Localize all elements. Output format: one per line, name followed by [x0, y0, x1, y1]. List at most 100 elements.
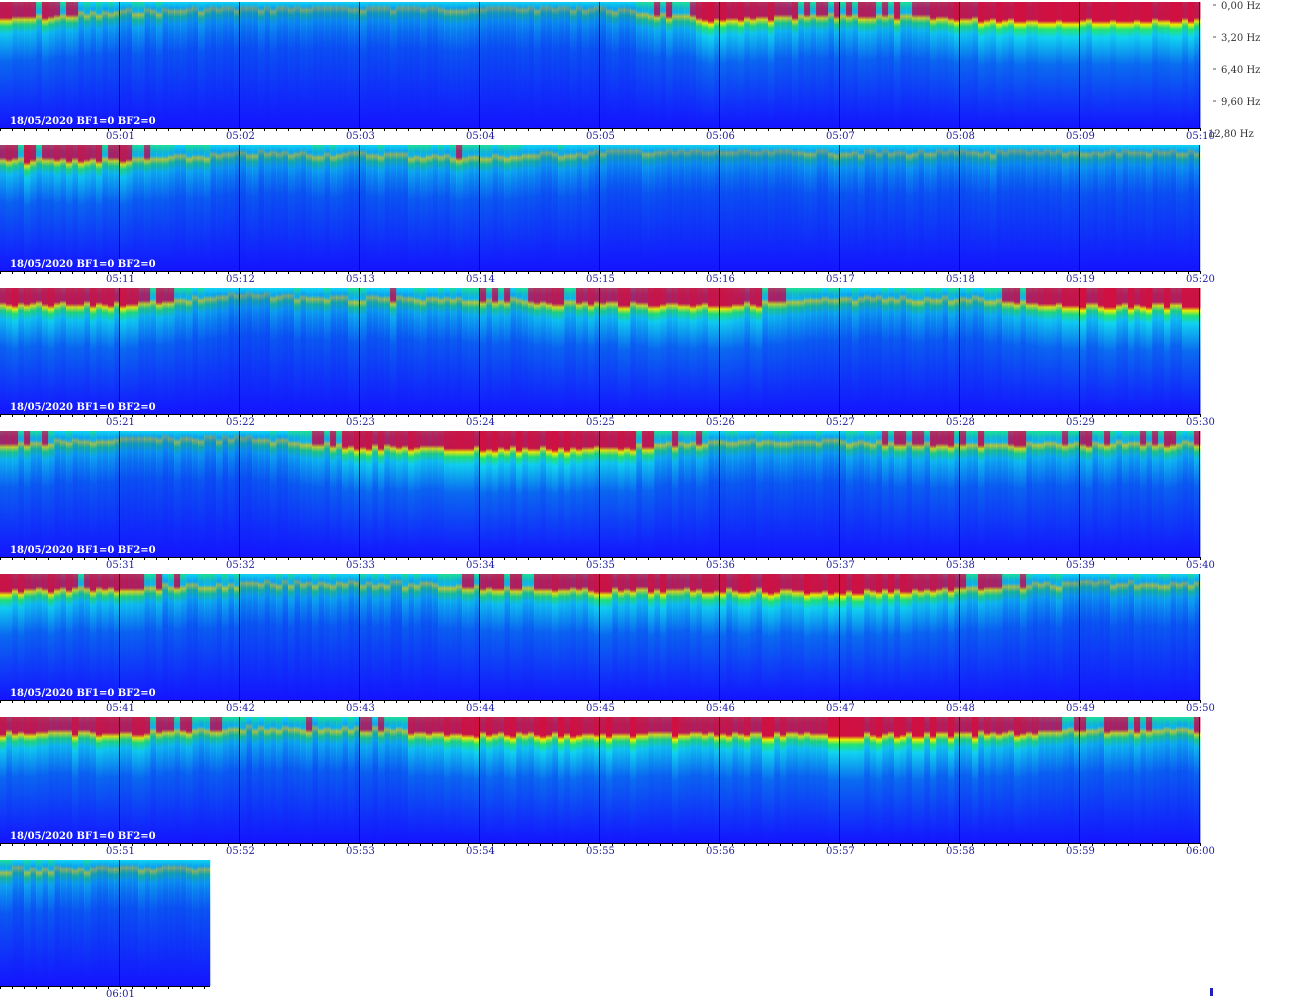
intensity-strip: [984, 288, 991, 414]
intensity-strip: [756, 288, 763, 414]
intensity-strip: [1140, 574, 1147, 700]
intensity-strip: [1116, 431, 1123, 557]
intensity-strip: [1146, 145, 1153, 271]
intensity-strip: [324, 717, 331, 843]
intensity-strip: [1104, 717, 1111, 843]
intensity-strip: [978, 574, 985, 700]
intensity-strip: [306, 145, 313, 271]
intensity-strip: [954, 2, 961, 128]
intensity-strip: [258, 431, 265, 557]
intensity-strip: [690, 574, 697, 700]
intensity-strip: [1188, 431, 1195, 557]
intensity-strip: [60, 574, 67, 700]
intensity-strip: [1092, 574, 1099, 700]
intensity-strip: [1122, 431, 1129, 557]
intensity-strip: [786, 574, 793, 700]
intensity-strip: [570, 574, 577, 700]
intensity-strip: [786, 288, 793, 414]
intensity-strip: [690, 431, 697, 557]
end-marker: [1210, 988, 1213, 996]
intensity-strip: [732, 145, 739, 271]
time-label: 05:34: [466, 560, 495, 571]
intensity-strip: [678, 2, 685, 128]
intensity-strip: [138, 145, 145, 271]
intensity-strip: [474, 431, 481, 557]
intensity-strip: [1056, 574, 1063, 700]
intensity-strip: [594, 2, 601, 128]
intensity-strip: [72, 717, 79, 843]
intensity-strip: [318, 288, 325, 414]
intensity-strip: [120, 717, 127, 843]
intensity-strip: [564, 431, 571, 557]
intensity-strip: [318, 574, 325, 700]
intensity-strip: [150, 431, 157, 557]
intensity-strip: [414, 717, 421, 843]
intensity-strip: [234, 145, 241, 271]
intensity-strip: [450, 717, 457, 843]
intensity-strip: [456, 431, 463, 557]
intensity-strip: [714, 574, 721, 700]
intensity-strip: [876, 145, 883, 271]
intensity-strip: [24, 288, 31, 414]
time-label: 05:14: [466, 274, 495, 285]
intensity-strip: [12, 145, 19, 271]
intensity-strip: [30, 145, 37, 271]
intensity-strip: [912, 574, 919, 700]
intensity-strip: [192, 2, 199, 128]
intensity-strip: [480, 145, 487, 271]
intensity-strip: [354, 288, 361, 414]
intensity-strip: [582, 288, 589, 414]
time-label: 05:12: [226, 274, 255, 285]
intensity-strip: [450, 2, 457, 128]
intensity-strip: [864, 288, 871, 414]
time-label: 05:22: [226, 417, 255, 428]
intensity-strip: [108, 431, 115, 557]
intensity-strip: [1122, 2, 1129, 128]
intensity-strip: [918, 574, 925, 700]
intensity-strip: [102, 860, 109, 986]
intensity-strip: [972, 431, 979, 557]
intensity-strip: [312, 431, 319, 557]
intensity-strip: [504, 2, 511, 128]
intensity-strip: [600, 2, 607, 128]
intensity-strip: [714, 431, 721, 557]
intensity-strip: [972, 717, 979, 843]
time-label: 05:52: [226, 846, 255, 857]
intensity-strip: [114, 145, 121, 271]
intensity-strip: [216, 717, 223, 843]
intensity-strip: [636, 717, 643, 843]
intensity-strip: [282, 717, 289, 843]
intensity-strip: [234, 431, 241, 557]
intensity-strip: [1134, 288, 1141, 414]
intensity-strip: [840, 288, 847, 414]
intensity-strip: [96, 2, 103, 128]
time-label: 05:18: [946, 274, 975, 285]
intensity-strip: [936, 717, 943, 843]
intensity-strip: [18, 574, 25, 700]
intensity-strip: [426, 431, 433, 557]
intensity-strip: [1062, 431, 1069, 557]
intensity-strip: [1134, 717, 1141, 843]
intensity-strip: [6, 717, 13, 843]
intensity-strip: [498, 288, 505, 414]
intensity-strip: [1020, 2, 1027, 128]
intensity-strip: [1008, 574, 1015, 700]
intensity-strip: [924, 145, 931, 271]
intensity-strip: [1044, 717, 1051, 843]
intensity-strip: [30, 2, 37, 128]
intensity-strip: [1146, 2, 1153, 128]
intensity-strip: [132, 288, 139, 414]
intensity-strip: [912, 431, 919, 557]
intensity-strip: [1188, 145, 1195, 271]
intensity-strip: [354, 717, 361, 843]
intensity-strip: [444, 145, 451, 271]
intensity-strip: [1062, 717, 1069, 843]
intensity-strip: [600, 574, 607, 700]
intensity-strip: [120, 2, 127, 128]
intensity-strip: [960, 717, 967, 843]
intensity-strip: [1128, 288, 1135, 414]
intensity-strip: [510, 288, 517, 414]
intensity-strip: [480, 2, 487, 128]
spectrogram-row: 05:01 05:02 05:03 05:04 05:05 05:06 05:07 05:08…: [0, 2, 1215, 142]
intensity-strip: [618, 145, 625, 271]
